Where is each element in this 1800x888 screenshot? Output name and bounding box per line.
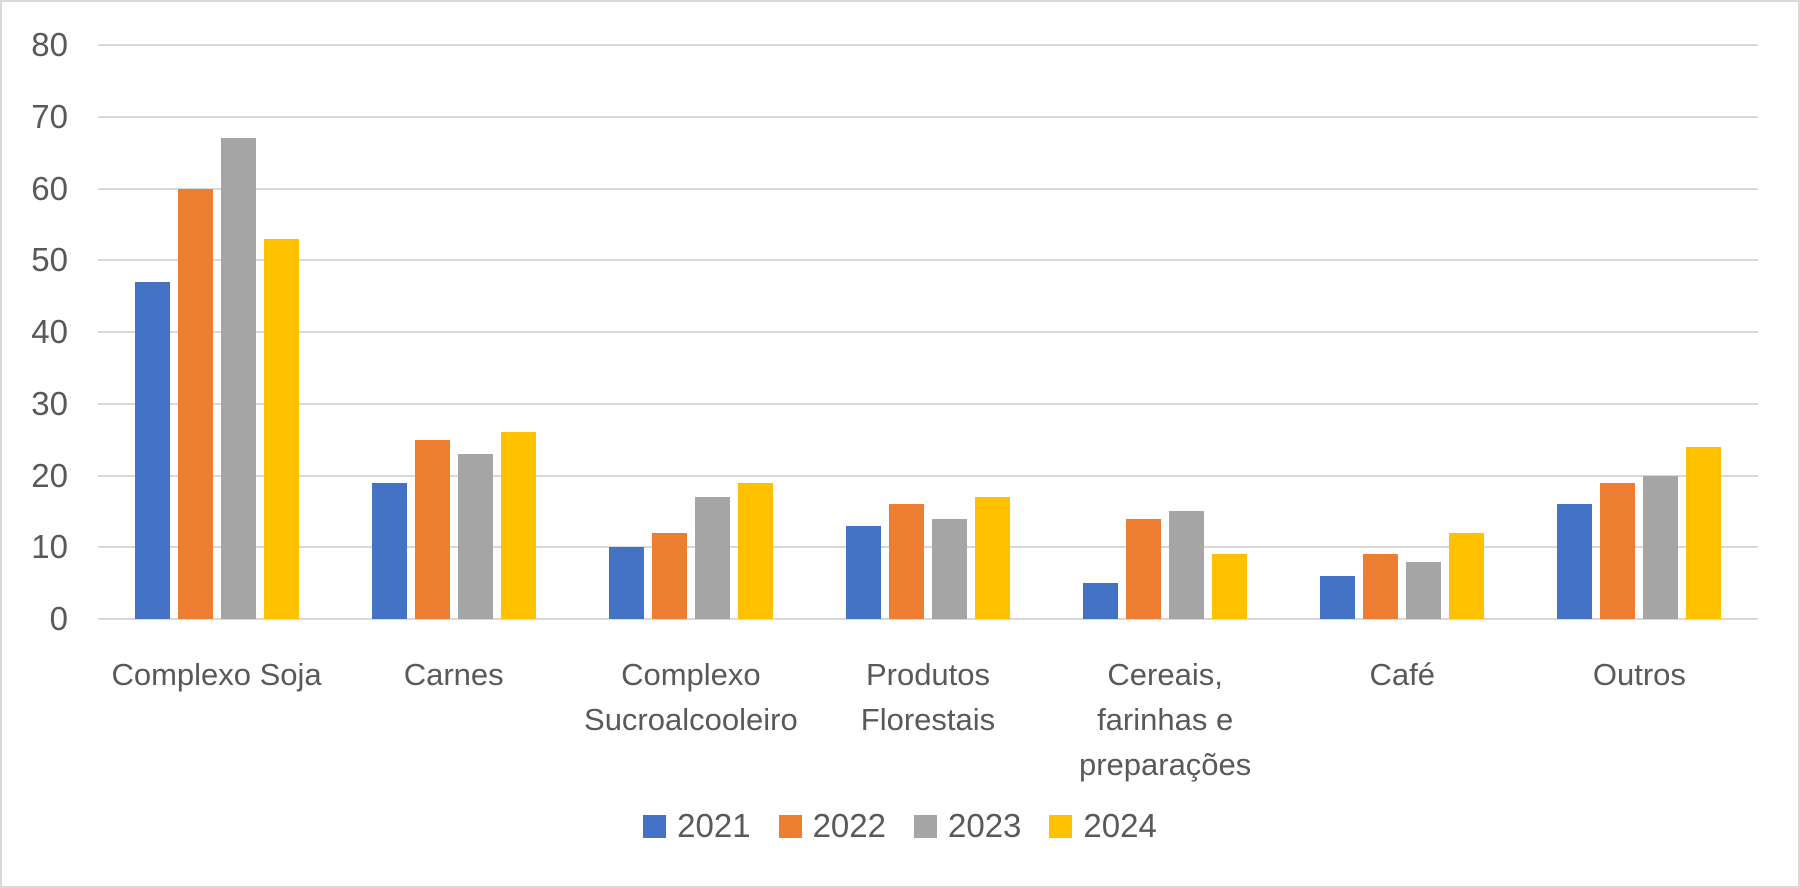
gridline-70 [98,115,1758,118]
gridlines [98,44,1758,620]
category-label-2: Complexo Sucroalcooleiro [584,657,798,737]
bar-2024-category-0 [263,238,299,619]
bar-2021-category-6 [1557,504,1593,619]
category-label-6: Outros [1592,657,1686,692]
legend-item-2021: 2021 [643,806,751,846]
y-axis-labels: 0 10 20 30 40 50 60 70 80 [8,27,68,637]
bar-2023-category-1 [457,453,493,619]
plot-area [98,44,1758,620]
bar-2022-category-0 [177,188,213,619]
bar-2021-category-2 [608,547,644,619]
y-tick-label-10: 10 [31,528,68,566]
gridline-0 [98,618,1758,620]
bar-2021-category-3 [845,525,881,619]
y-tick-label-40: 40 [31,313,68,350]
bar-2021-category-4 [1083,583,1119,619]
bar-2022-category-6 [1600,482,1636,619]
legend-item-2023: 2023 [914,806,1021,846]
bar-2023-category-3 [931,518,967,619]
bar-group-0 [98,45,335,619]
bar-2023-category-0 [220,138,256,619]
gridline-20 [98,474,1758,477]
bar-group-4 [1047,45,1284,619]
bar-2022-category-5 [1363,554,1399,619]
category-label-4: Cereais, farinhas e preparações [1078,657,1252,782]
bar-2022-category-4 [1126,518,1162,619]
bar-2022-category-1 [414,439,450,619]
bar-2024-category-1 [500,432,536,619]
y-tick-label-0: 0 [49,600,68,637]
bar-2024-category-4 [1212,554,1248,619]
gridline-80 [98,44,1758,46]
legend-swatch-2021 [643,814,667,838]
x-axis-labels: Complexo Soja Carnes Complexo Sucroalcoole… [98,652,1758,787]
y-tick-label-50: 50 [31,241,68,279]
gridline-10 [98,546,1758,549]
legend-label-2021: 2021 [677,807,751,844]
bar-group-1 [335,45,572,619]
bar-2023-category-5 [1406,561,1442,619]
gridline-60 [98,187,1758,190]
gridline-40 [98,331,1758,333]
bar-2023-category-4 [1169,511,1205,619]
bar-2023-category-6 [1643,475,1679,619]
legend: 2021 2022 2023 2024 [2,806,1798,846]
category-label-5: Café [1369,657,1436,692]
bar-2021-category-5 [1320,575,1356,619]
category-label-3: Produtos Florestais [860,657,996,737]
bar-group-6 [1521,45,1758,619]
bar-groups [98,45,1758,619]
y-tick-label-20: 20 [31,456,68,494]
legend-label-2024: 2024 [1083,807,1157,844]
bar-2024-category-6 [1686,446,1722,619]
bar-2023-category-2 [694,497,730,619]
y-tick-label-30: 30 [31,384,68,422]
bar-group-2 [572,45,809,619]
bar-2022-category-3 [888,504,924,619]
bar-2021-category-0 [134,281,170,619]
legend-swatch-2023 [914,814,937,838]
bar-group-5 [1284,45,1521,619]
gridline-50 [98,259,1758,262]
bar-2024-category-2 [737,482,773,619]
legend-swatch-2024 [1049,814,1073,838]
legend-item-2024: 2024 [1049,806,1157,846]
y-tick-label-80: 80 [31,26,68,63]
bar-2024-category-5 [1449,532,1485,619]
y-tick-label-60: 60 [31,169,68,207]
bar-2022-category-2 [651,532,687,619]
legend-item-2022: 2022 [778,806,886,846]
category-label-1: Carnes [403,657,504,692]
y-tick-label-70: 70 [31,97,68,135]
legend-label-2023: 2023 [948,807,1022,844]
bar-2024-category-3 [974,497,1010,619]
legend-label-2022: 2022 [812,807,886,844]
category-label-0: Complexo Soja [111,657,322,692]
bar-group-3 [809,45,1046,619]
bar-2021-category-1 [371,482,407,619]
gridline-30 [98,402,1758,405]
legend-swatch-2022 [778,814,802,838]
